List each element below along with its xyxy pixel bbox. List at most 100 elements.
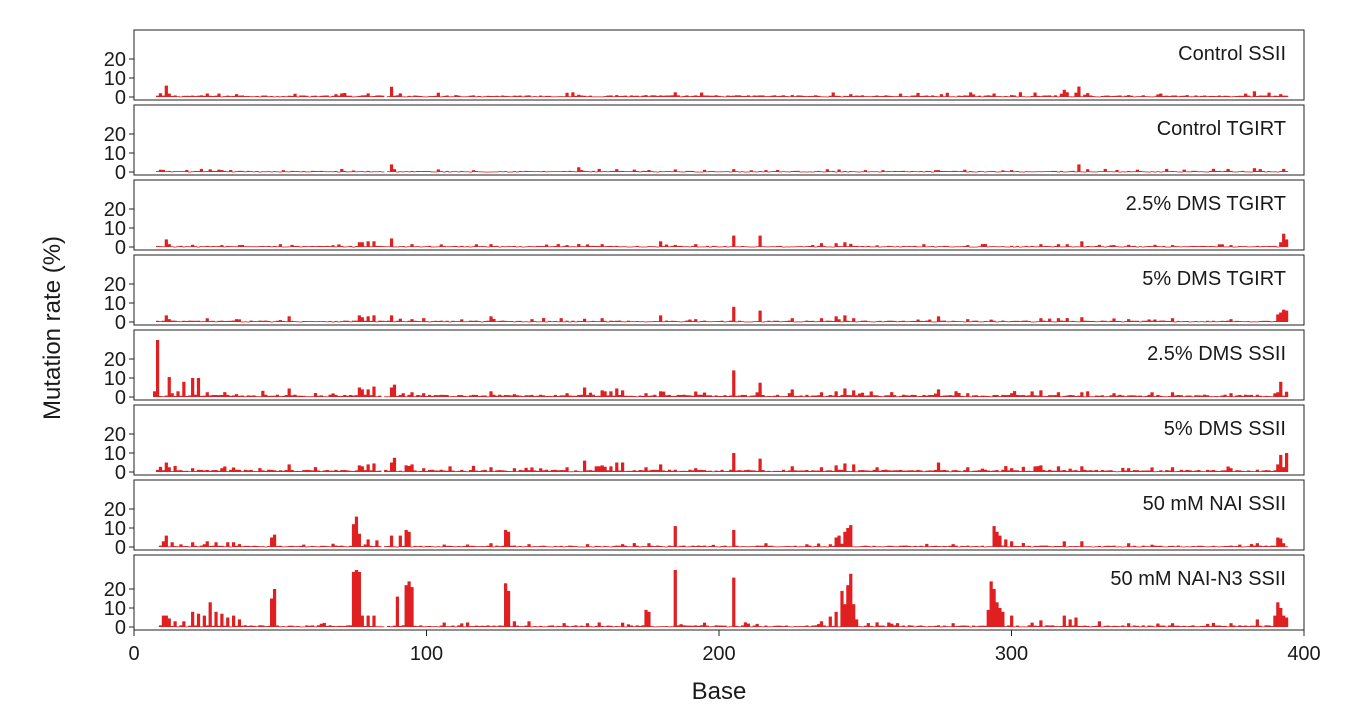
bar bbox=[343, 170, 347, 172]
bar bbox=[1208, 170, 1213, 172]
bar bbox=[860, 546, 865, 547]
bar bbox=[255, 471, 259, 472]
bar bbox=[436, 92, 440, 97]
bar bbox=[995, 602, 999, 627]
bar bbox=[623, 626, 628, 628]
bar bbox=[501, 320, 505, 322]
bar bbox=[857, 95, 862, 97]
bar bbox=[811, 470, 815, 472]
bar bbox=[691, 170, 695, 172]
bar bbox=[939, 171, 944, 172]
bar bbox=[869, 246, 873, 248]
bar bbox=[884, 171, 888, 173]
bar bbox=[629, 395, 634, 397]
bar bbox=[699, 246, 704, 248]
bar bbox=[863, 470, 868, 472]
bar bbox=[667, 95, 672, 97]
bar bbox=[407, 246, 411, 248]
bar bbox=[790, 246, 794, 248]
bar bbox=[963, 625, 967, 627]
bar bbox=[167, 170, 171, 172]
bar bbox=[957, 546, 961, 548]
bar bbox=[398, 535, 402, 547]
bar bbox=[334, 94, 338, 97]
bar bbox=[974, 246, 979, 248]
bar bbox=[1132, 171, 1137, 173]
bar bbox=[682, 321, 686, 323]
bar bbox=[1214, 470, 1219, 472]
bar bbox=[1109, 470, 1113, 472]
bar bbox=[506, 246, 511, 247]
bar bbox=[430, 246, 435, 248]
bar bbox=[501, 95, 505, 97]
bar bbox=[1167, 470, 1172, 472]
bar bbox=[208, 470, 212, 472]
bar bbox=[1223, 625, 1227, 627]
bar bbox=[811, 320, 815, 322]
bar bbox=[1124, 546, 1128, 548]
bar bbox=[752, 321, 756, 322]
bar bbox=[1273, 615, 1277, 627]
bar bbox=[811, 95, 815, 97]
bar bbox=[465, 622, 470, 627]
bar bbox=[249, 469, 253, 472]
bar bbox=[1258, 625, 1262, 627]
bar bbox=[1217, 95, 1221, 97]
bar bbox=[1165, 396, 1169, 398]
bar bbox=[1144, 470, 1148, 472]
bar bbox=[688, 319, 692, 322]
bar bbox=[1027, 395, 1031, 397]
bar bbox=[799, 626, 803, 627]
bar bbox=[872, 95, 876, 97]
bar bbox=[1027, 96, 1031, 98]
bar bbox=[1089, 320, 1093, 322]
bar bbox=[732, 306, 736, 322]
bar bbox=[676, 394, 680, 397]
bar bbox=[811, 625, 815, 627]
bar bbox=[659, 391, 663, 397]
bar bbox=[296, 625, 300, 627]
bar bbox=[615, 169, 619, 172]
bar bbox=[966, 319, 970, 322]
bar bbox=[805, 394, 809, 397]
bar bbox=[229, 469, 233, 472]
bar bbox=[439, 244, 443, 247]
bar bbox=[1249, 471, 1254, 472]
bar bbox=[1267, 470, 1271, 472]
bar bbox=[1004, 246, 1008, 248]
bar bbox=[904, 321, 908, 323]
bar bbox=[527, 246, 531, 247]
bar bbox=[1039, 620, 1043, 627]
bar bbox=[907, 470, 911, 472]
bar bbox=[334, 626, 338, 627]
bar bbox=[1255, 95, 1259, 97]
bar bbox=[1232, 171, 1236, 173]
bar bbox=[1150, 625, 1154, 627]
bar bbox=[325, 469, 329, 472]
bar bbox=[243, 171, 247, 173]
bar bbox=[1138, 395, 1142, 397]
bar bbox=[1211, 168, 1216, 172]
bar bbox=[878, 246, 882, 248]
bar bbox=[384, 321, 388, 322]
bar bbox=[1042, 320, 1046, 322]
bar bbox=[916, 625, 920, 627]
bar bbox=[653, 171, 657, 173]
bar bbox=[1015, 246, 1020, 247]
bar bbox=[272, 395, 277, 397]
bar bbox=[1258, 321, 1262, 322]
bar bbox=[527, 544, 531, 547]
bar bbox=[1109, 545, 1113, 547]
bar bbox=[743, 546, 748, 548]
bar bbox=[237, 245, 242, 247]
bar bbox=[354, 96, 359, 98]
bar bbox=[465, 246, 470, 247]
bar bbox=[1284, 391, 1289, 397]
bar bbox=[790, 546, 794, 548]
bar bbox=[852, 245, 856, 247]
bar bbox=[761, 246, 765, 248]
bar bbox=[1238, 470, 1242, 472]
bar bbox=[1150, 96, 1154, 98]
bar bbox=[732, 95, 736, 97]
